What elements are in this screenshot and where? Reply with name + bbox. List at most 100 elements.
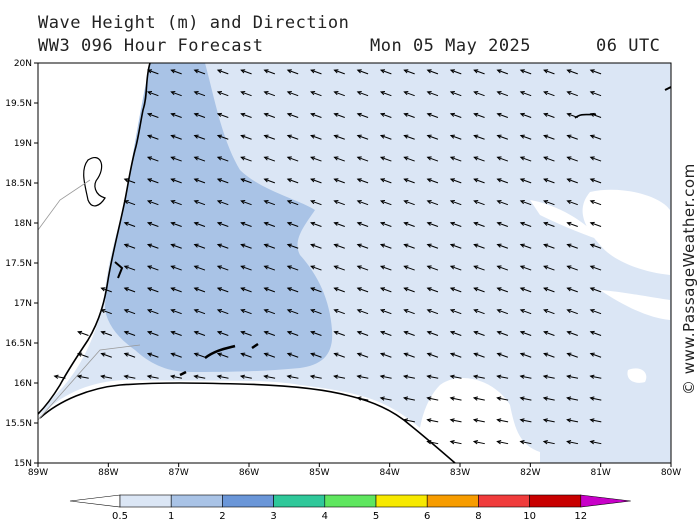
wave-arrow	[449, 374, 462, 379]
wave-arrow	[53, 374, 66, 379]
legend-segment	[426, 494, 479, 508]
wave-arrow	[170, 287, 182, 293]
wave-arrow	[333, 352, 345, 358]
wave-arrow	[589, 112, 602, 118]
wave-arrow	[216, 221, 229, 227]
wave-arrow	[286, 156, 299, 162]
wave-arrow	[123, 200, 136, 206]
wave-arrow	[519, 112, 532, 118]
wave-arrow	[263, 265, 276, 271]
wave-arrow	[589, 134, 602, 140]
island-utila	[179, 370, 187, 377]
wave-arrow	[240, 243, 252, 249]
wave-arrow	[263, 91, 276, 97]
wave-arrow	[449, 309, 462, 315]
lat-label: 17.5N	[5, 259, 32, 269]
wave-arrow	[496, 330, 509, 336]
wave-arrow	[589, 396, 602, 401]
wave-arrow	[123, 243, 136, 249]
legend-label: 5	[373, 511, 379, 522]
low-wave-patch	[582, 189, 670, 275]
wave-arrow	[403, 112, 415, 118]
wave-arrow	[519, 200, 532, 206]
lat-label: 17N	[14, 299, 32, 309]
wave-arrow	[286, 178, 299, 184]
wave-arrow	[519, 178, 532, 184]
wave-arrow	[193, 69, 206, 75]
low-wave-patch	[627, 368, 647, 383]
wave-direction-arrows	[53, 69, 602, 445]
lat-label: 16N	[14, 379, 32, 389]
wave-arrow	[310, 243, 322, 249]
wave-arrow	[379, 330, 392, 336]
wave-arrow	[146, 330, 159, 336]
wave-arrow	[310, 352, 322, 358]
wave-arrow	[263, 243, 276, 249]
wave-arrow	[473, 352, 485, 358]
wave-arrow	[589, 440, 602, 445]
wave-arrow	[379, 396, 392, 401]
wave-arrow	[519, 243, 532, 249]
wave-arrow	[589, 243, 602, 249]
wave-arrow	[286, 134, 299, 140]
wave-arrow	[543, 134, 555, 140]
wave-arrow	[496, 265, 509, 271]
wave-arrow	[449, 221, 462, 227]
wave-arrow	[240, 178, 252, 184]
wave-arrow	[543, 243, 555, 249]
wave-arrow	[216, 156, 229, 162]
wave-arrow	[566, 309, 578, 315]
lat-label: 19N	[14, 139, 32, 149]
wave-arrow	[216, 178, 229, 184]
wave-arrow	[100, 330, 112, 336]
wave-arrow	[286, 287, 299, 293]
wave-arrow	[216, 309, 229, 315]
wave-arrow	[123, 265, 136, 271]
wave-arrow	[519, 265, 532, 271]
wave-arrow	[77, 330, 89, 336]
wave-arrow	[333, 287, 345, 293]
wave-arrow	[589, 221, 602, 227]
wave-arrow	[286, 221, 299, 227]
wave-arrow	[216, 112, 229, 118]
wave-arrow	[309, 374, 322, 379]
lon-label: 85W	[309, 468, 329, 478]
wave-arrow	[239, 374, 252, 379]
legend-segment	[478, 494, 530, 508]
wave-arrow	[496, 69, 509, 75]
wave-arrow	[310, 156, 322, 162]
legend-segment	[69, 494, 121, 508]
reef-cay	[114, 261, 124, 279]
wave-arrow	[543, 156, 555, 162]
wave-arrow	[170, 69, 182, 75]
wave-arrow	[496, 352, 509, 358]
wave-arrow	[496, 309, 509, 315]
wave-arrow	[473, 221, 485, 227]
wave-arrow	[566, 178, 578, 184]
wave-arrow	[123, 374, 136, 379]
wave-arrow	[146, 374, 159, 379]
wave-arrow	[566, 243, 578, 249]
low-wave-patch	[530, 200, 600, 240]
wave-arrow	[543, 221, 555, 227]
wave-arrow	[426, 156, 439, 162]
wave-arrow	[170, 112, 182, 118]
wave-arrow	[170, 352, 182, 358]
wave-arrow	[542, 396, 555, 401]
wave-arrow	[193, 243, 206, 249]
wave-arrow	[216, 265, 229, 271]
wave-arrow	[402, 418, 415, 423]
wave-arrow	[286, 112, 299, 118]
wave-arrow	[566, 156, 578, 162]
wave-arrow	[426, 418, 439, 423]
lon-label: 82W	[520, 468, 540, 478]
wave-arrow	[473, 69, 485, 75]
wave-arrow	[566, 352, 578, 358]
legend-segment	[119, 494, 172, 508]
wave-arrow	[566, 265, 578, 271]
wave-arrow	[449, 418, 462, 423]
wave-arrow	[379, 309, 392, 315]
wave-arrow	[566, 200, 578, 206]
wave-arrow	[589, 69, 602, 75]
